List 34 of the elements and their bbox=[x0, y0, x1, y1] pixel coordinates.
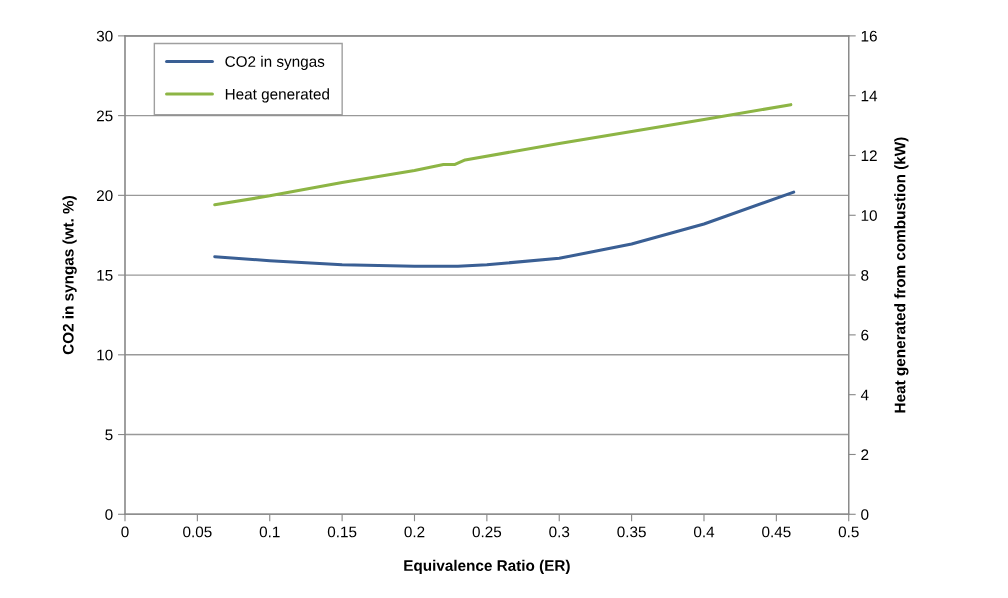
y2-tick-label: 0 bbox=[861, 509, 869, 520]
y2-tick-label: 16 bbox=[861, 30, 877, 42]
x-tick-label: 0.1 bbox=[259, 526, 280, 538]
x-axis-title: Equivalence Ratio (ER) bbox=[404, 559, 570, 575]
x-tick-label: 0.4 bbox=[693, 526, 715, 538]
y-tick-label: 25 bbox=[96, 110, 113, 122]
x-tick-label: 0.5 bbox=[838, 526, 859, 538]
y-axis-title: CO2 in syngas (wt. %) bbox=[62, 196, 77, 355]
x-tick-label: 0.15 bbox=[327, 526, 357, 538]
x-tick-label: 0.45 bbox=[762, 526, 791, 538]
y2-axis-title: Heat generated from combustion (kW) bbox=[894, 137, 909, 413]
y-tick-label: 30 bbox=[96, 30, 113, 42]
y-tick-label: 15 bbox=[97, 270, 113, 281]
x-tick-label: 0.35 bbox=[617, 526, 646, 538]
y-tick-label: 10 bbox=[97, 349, 113, 361]
y2-tick-label: 8 bbox=[861, 269, 869, 281]
y2-tick-label: 10 bbox=[861, 210, 877, 221]
x-tick-label: 0.2 bbox=[404, 526, 425, 538]
x-tick-label: 0 bbox=[121, 526, 129, 538]
y2-tick-label: 6 bbox=[861, 329, 869, 341]
y2-tick-label: 2 bbox=[861, 449, 869, 461]
y2-tick-label: 12 bbox=[861, 150, 877, 162]
y-tick-label: 20 bbox=[96, 190, 113, 202]
x-tick-label: 0.25 bbox=[472, 526, 502, 538]
legend-label: Heat generated bbox=[225, 88, 329, 103]
y-tick-label: 5 bbox=[105, 429, 113, 441]
x-tick-label: 0.3 bbox=[549, 526, 570, 538]
line-series bbox=[213, 103, 793, 207]
y-tick-label: 0 bbox=[105, 509, 113, 520]
y2-tick-label: 4 bbox=[860, 389, 869, 401]
y2-tick-label: 14 bbox=[861, 90, 878, 102]
legend-label: CO2 in syngas bbox=[225, 55, 325, 70]
x-tick-label: 0.05 bbox=[183, 526, 212, 538]
line-series bbox=[213, 190, 796, 268]
